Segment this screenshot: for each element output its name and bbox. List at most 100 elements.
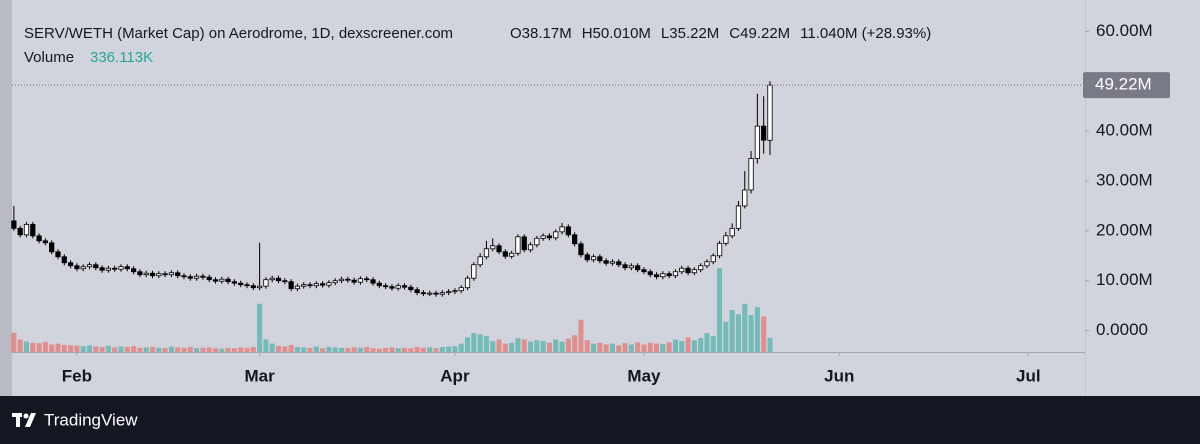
volume-bar <box>553 339 559 352</box>
x-tick-label: Jun <box>824 366 854 385</box>
volume-bar <box>339 347 345 352</box>
candle-body <box>351 279 357 283</box>
volume-bar <box>294 346 300 352</box>
y-tick-label: 0.0000 <box>1096 320 1148 339</box>
candle-body <box>156 273 162 277</box>
candle-body <box>414 289 420 294</box>
chart-title: SERV/WETH (Market Cap) on Aerodrome, 1D,… <box>24 25 453 42</box>
candle-body <box>61 256 67 264</box>
candle-body <box>86 264 93 268</box>
volume-bar <box>175 347 181 352</box>
x-tick-label: May <box>627 366 661 385</box>
volume-bar <box>143 347 149 352</box>
x-tick-label: Feb <box>62 366 92 385</box>
volume-bar <box>559 341 565 352</box>
volume-bar <box>307 347 313 352</box>
candle-body <box>149 272 156 277</box>
candle-body <box>124 266 130 270</box>
volume-bar <box>351 347 357 352</box>
ohlc-legend-item: 11.040M (+28.93%) <box>800 25 931 42</box>
candle-body <box>433 292 439 295</box>
candle-body <box>263 279 269 287</box>
volume-bar <box>301 347 307 352</box>
volume-bar <box>149 346 156 352</box>
brand-logo <box>12 413 36 427</box>
volume-bar <box>471 333 477 352</box>
candle-body <box>225 278 231 283</box>
volume-bar <box>723 321 729 352</box>
candle-body <box>74 265 80 270</box>
candle-body <box>748 158 754 191</box>
volume-bar <box>49 344 55 352</box>
candle-body <box>231 281 238 284</box>
volume-bar <box>509 342 515 352</box>
volume-bar <box>124 346 130 352</box>
volume-bar <box>357 347 363 352</box>
candle-body <box>49 242 55 253</box>
volume-bar <box>452 346 458 352</box>
candle-body <box>257 285 263 289</box>
volume-bar <box>685 337 691 352</box>
ohlc-legend: O38.17M H50.010M L35.22M C49.22M 11.040M (+2… <box>510 25 931 42</box>
volume-bar <box>408 348 414 352</box>
volume-bar <box>603 344 609 352</box>
candle-body <box>660 273 666 278</box>
candle-body <box>187 276 193 279</box>
candle-body <box>326 282 332 286</box>
x-tick-label: Apr <box>440 366 470 385</box>
ohlc-legend-item: C49.22M <box>729 25 790 42</box>
volume-bar <box>679 341 685 352</box>
volume-bar <box>105 345 111 352</box>
candle-body <box>527 244 534 251</box>
volume-bar <box>433 348 439 352</box>
candle-body <box>345 278 351 281</box>
volume-bar <box>288 344 294 352</box>
volume-bar <box>244 347 250 352</box>
volume-bar <box>767 337 773 352</box>
volume-bar <box>181 347 187 352</box>
volume-bar <box>622 343 628 352</box>
y-tick-label: 10.00M <box>1096 270 1153 289</box>
volume-bar <box>534 340 540 352</box>
candle-body <box>647 271 653 276</box>
candle-body <box>105 267 112 271</box>
candle-body <box>471 264 477 279</box>
candle-body <box>735 205 742 229</box>
candle-body <box>370 279 376 284</box>
candle-body <box>483 248 490 258</box>
candle-body <box>238 282 244 286</box>
candle-body <box>269 277 275 281</box>
candle-body <box>464 277 471 289</box>
candle-body <box>112 267 118 270</box>
volume-bar <box>402 347 408 352</box>
volume-bar <box>578 319 584 352</box>
y-tick-label: 30.00M <box>1096 170 1153 189</box>
candle-body <box>137 271 143 276</box>
volume-bar <box>609 343 615 352</box>
volume-bar <box>698 338 704 352</box>
volume-bar <box>540 341 546 352</box>
candle-body <box>395 285 401 289</box>
candle-body <box>603 260 609 264</box>
candle-body <box>609 261 616 264</box>
volume-bar <box>11 332 17 352</box>
volume-bar <box>250 346 256 352</box>
volume-bar <box>313 346 319 352</box>
volume-bar <box>194 348 200 352</box>
volume-bar <box>112 347 118 352</box>
x-tick-label: Jul <box>1016 366 1041 385</box>
volume-bar <box>326 346 332 352</box>
candle-body <box>307 284 313 287</box>
candle-body <box>219 278 225 282</box>
candle-body <box>477 256 483 266</box>
volume-bar <box>748 315 754 352</box>
volume-bar <box>36 343 42 352</box>
candle-body <box>742 189 748 207</box>
candle-body <box>622 264 628 269</box>
volume-bar <box>131 346 137 352</box>
candle-body <box>67 262 74 267</box>
volume-bar <box>446 346 452 352</box>
volume-bar <box>591 343 597 352</box>
candle-body <box>540 235 546 239</box>
candle-body <box>546 235 553 239</box>
